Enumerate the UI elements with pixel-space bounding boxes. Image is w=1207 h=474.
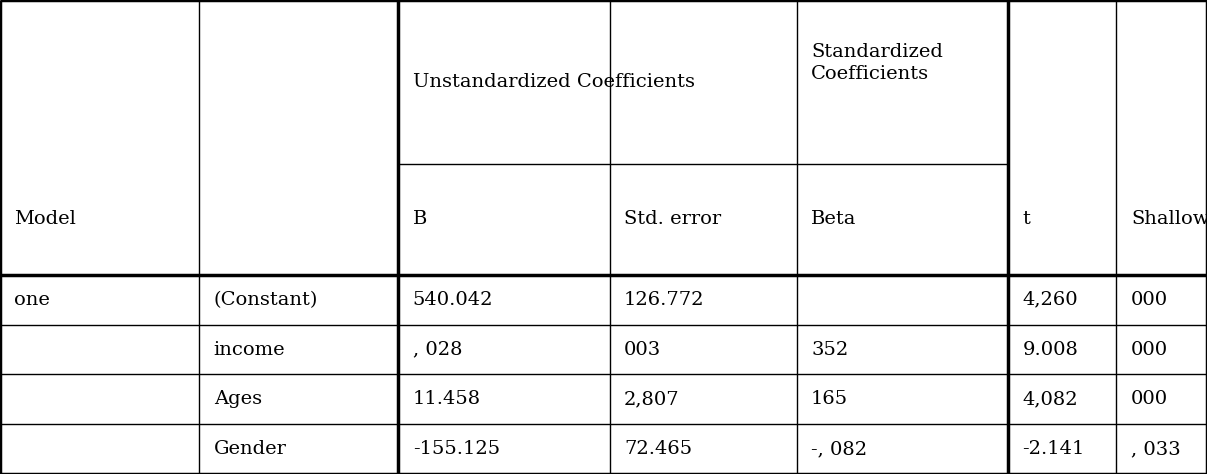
Text: , 033: , 033: [1131, 440, 1180, 458]
Text: Beta: Beta: [811, 210, 857, 228]
Text: Model: Model: [14, 210, 76, 228]
Text: 000: 000: [1131, 391, 1168, 408]
Text: 000: 000: [1131, 291, 1168, 309]
Text: Gender: Gender: [214, 440, 286, 458]
Text: 4,260: 4,260: [1022, 291, 1078, 309]
Text: B: B: [413, 210, 427, 228]
Text: -155.125: -155.125: [413, 440, 500, 458]
Text: Standardized
Coefficients: Standardized Coefficients: [811, 43, 943, 83]
Text: 72.465: 72.465: [624, 440, 692, 458]
Text: (Constant): (Constant): [214, 291, 317, 309]
Text: 165: 165: [811, 391, 849, 408]
Text: 9.008: 9.008: [1022, 341, 1078, 358]
Text: -, 082: -, 082: [811, 440, 867, 458]
Text: 000: 000: [1131, 341, 1168, 358]
Text: t: t: [1022, 210, 1031, 228]
Text: 352: 352: [811, 341, 849, 358]
Text: one: one: [14, 291, 51, 309]
Text: Unstandardized Coefficients: Unstandardized Coefficients: [413, 73, 695, 91]
Text: 11.458: 11.458: [413, 391, 480, 408]
Text: 003: 003: [624, 341, 661, 358]
Text: income: income: [214, 341, 285, 358]
Text: Std. error: Std. error: [624, 210, 721, 228]
Text: 126.772: 126.772: [624, 291, 705, 309]
Text: 540.042: 540.042: [413, 291, 494, 309]
Text: Shallow.: Shallow.: [1131, 210, 1207, 228]
Text: Ages: Ages: [214, 391, 262, 408]
Text: 2,807: 2,807: [624, 391, 680, 408]
Text: 4,082: 4,082: [1022, 391, 1078, 408]
Text: , 028: , 028: [413, 341, 462, 358]
Text: -2.141: -2.141: [1022, 440, 1085, 458]
